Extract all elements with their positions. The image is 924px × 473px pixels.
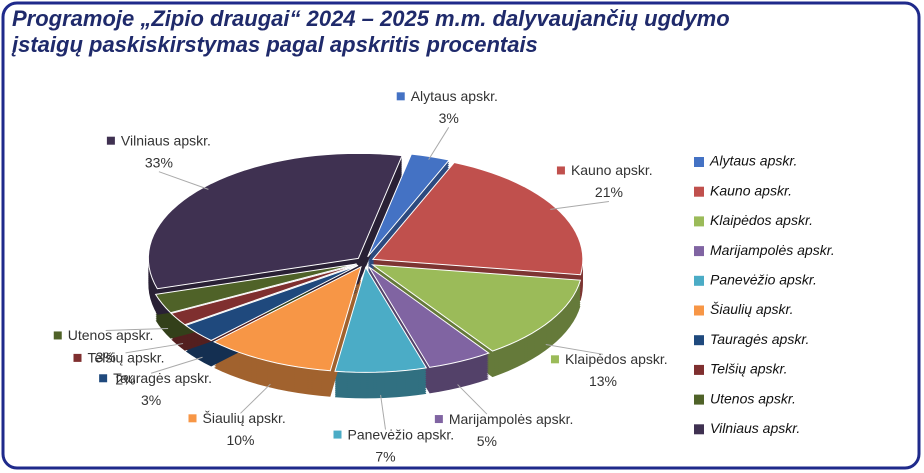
legend-swatch [694,275,704,286]
slice [371,161,584,276]
data-label-value: 33% [145,154,173,170]
legend-swatch [694,305,704,316]
legend-label: Tauragės apskr. [710,331,809,347]
data-label-name: Vilniaus apskr. [121,132,211,148]
legend-label: Alytaus apskr. [709,153,797,169]
label-swatch [434,415,443,424]
slice [170,264,358,326]
slice [368,266,490,368]
label-swatch [99,374,108,383]
legend-swatch [694,424,704,435]
legend-swatch [694,216,704,227]
data-label-name: Tauragės apskr. [113,370,212,386]
legend-label: Utenos apskr. [710,390,796,406]
legend-label: Klaipėdos apskr. [710,212,813,228]
slice [212,265,362,372]
leader-line [380,394,387,430]
data-label-value: 3% [439,110,459,126]
chart-title: Programoje „Zipio draugai“ 2024 – 2025 m… [12,6,730,57]
data-label-name: Telšių apskr. [87,350,164,366]
leader-line [545,344,604,355]
data-label-value: 5% [477,433,497,449]
leader-line [457,384,488,415]
legend-swatch [694,186,704,197]
legend-label: Panevėžio apskr. [710,272,817,288]
data-label-value: 10% [226,432,254,448]
data-label-name: Šiaulių apskr. [203,410,286,426]
legend-swatch [694,335,704,346]
data-label-value: 2% [115,372,135,388]
data-label-value: 13% [589,373,617,389]
data-label-name: Marijampolės apskr. [449,411,574,427]
leader-line [125,343,184,354]
leader-line [150,356,203,374]
label-swatch [550,355,559,364]
label-swatch [333,430,342,439]
slice-tops [147,152,584,373]
data-label-name: Utenos apskr. [68,327,154,343]
legend-label: Vilniaus apskr. [710,420,800,436]
legend-swatch [694,157,704,167]
leader-line [158,171,209,190]
label-swatch [106,136,115,145]
data-label-value: 3% [96,349,116,365]
slice [154,263,357,314]
data-label-name: Kauno apskr. [571,162,653,178]
label-swatch [73,353,82,362]
legend-swatch [694,364,704,375]
data-label-value: 21% [595,184,623,200]
label-swatch [53,331,62,340]
leader-line [240,383,271,414]
leader-line [550,200,610,210]
data-label-value: 7% [375,448,395,464]
label-swatch [396,92,405,101]
data-label-name: Klaipėdos apskr. [565,351,668,367]
legend-swatch [694,394,704,405]
label-swatch [556,166,565,175]
leader-line [428,127,450,160]
slice [370,264,582,352]
legend-label: Šiaulių apskr. [710,301,794,317]
legend-label: Kauno apskr. [710,182,792,198]
data-label-name: Panevėžio apskr. [348,426,455,442]
legend-label: Telšių apskr. [710,361,788,377]
leader-line [105,328,169,331]
label-swatch [188,414,197,423]
data-label-value: 3% [141,392,161,408]
legend-label: Marijampolės apskr. [710,242,835,258]
slice [184,265,359,342]
legend-swatch [694,246,704,257]
data-label-name: Alytaus apskr. [411,88,498,104]
slice [334,266,428,373]
